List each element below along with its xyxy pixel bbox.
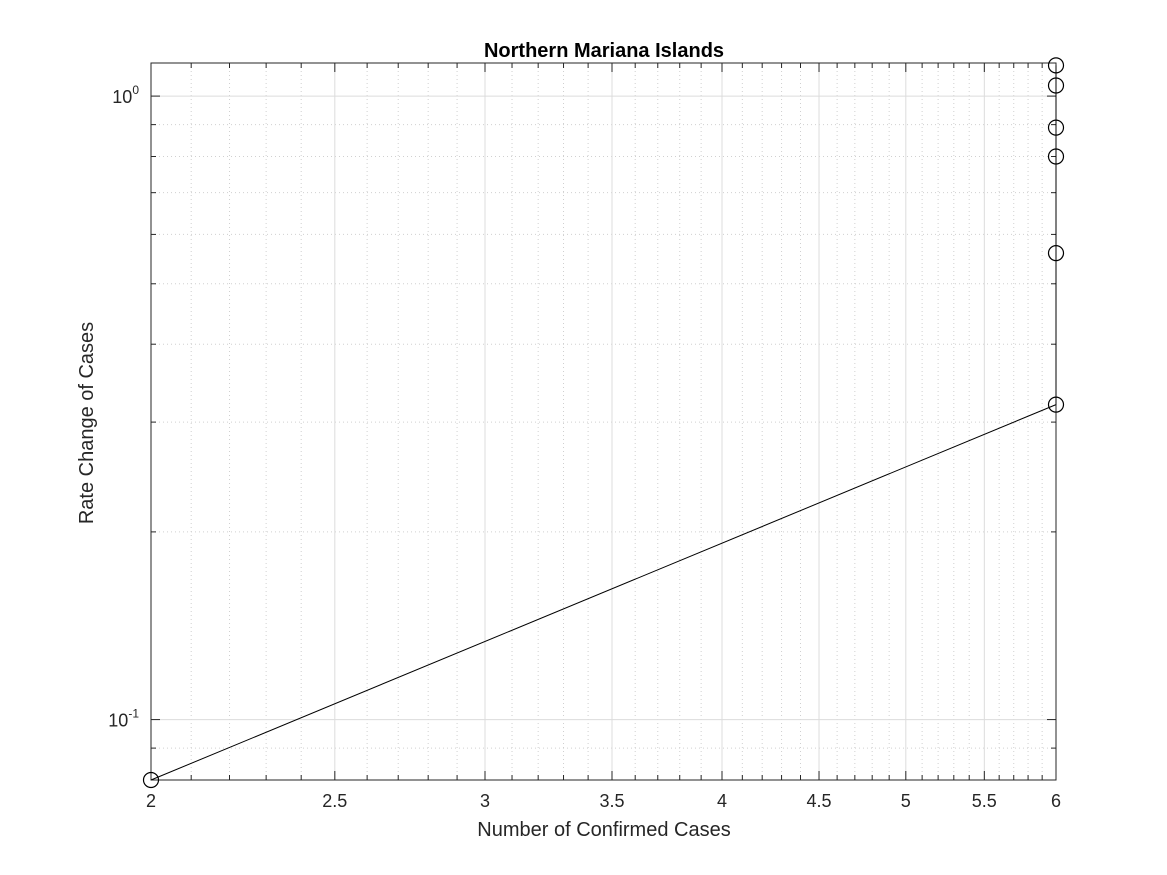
major-grid bbox=[150, 63, 1057, 780]
minor-grid bbox=[151, 63, 1056, 780]
series-layer bbox=[142, 57, 1065, 789]
x-tick-label: 4.5 bbox=[807, 791, 832, 811]
x-tick-label: 6 bbox=[1051, 791, 1061, 811]
plot-area: 2 2.5 3 3.5 4 4.5 5 5.5 6 10-1 100 bbox=[108, 57, 1065, 811]
y-axis-ticks: 10-1 100 bbox=[108, 83, 1056, 749]
x-tick-label: 5.5 bbox=[972, 791, 997, 811]
data-point-marker bbox=[1047, 244, 1065, 262]
data-point-marker bbox=[1047, 77, 1065, 94]
y-axis-label: Rate Change of Cases bbox=[76, 322, 98, 524]
x-tick-label: 2.5 bbox=[322, 791, 347, 811]
x-tick-label: 3 bbox=[480, 791, 490, 811]
x-axis-label: Number of Confirmed Cases bbox=[477, 819, 730, 841]
x-tick-label: 4 bbox=[717, 791, 727, 811]
axes-box bbox=[150, 62, 1057, 781]
data-point-marker bbox=[1047, 119, 1065, 136]
data-point-marker bbox=[142, 771, 160, 789]
x-tick-label: 2 bbox=[146, 791, 156, 811]
y-tick-label: 10-1 bbox=[108, 707, 139, 731]
x-tick-label: 5 bbox=[901, 791, 911, 811]
axes-frame bbox=[150, 62, 1057, 781]
y-tick-label: 100 bbox=[112, 83, 139, 107]
chart-title: Northern Mariana Islands bbox=[484, 40, 724, 62]
data-point-marker bbox=[1047, 57, 1065, 74]
data-point-marker bbox=[1047, 396, 1065, 413]
series-line bbox=[150, 65, 1057, 781]
axes-background bbox=[151, 63, 1056, 780]
data-point-marker bbox=[1047, 148, 1065, 165]
x-tick-label: 3.5 bbox=[599, 791, 624, 811]
x-axis-ticks: 2 2.5 3 3.5 4 4.5 5 5.5 6 bbox=[146, 63, 1061, 811]
